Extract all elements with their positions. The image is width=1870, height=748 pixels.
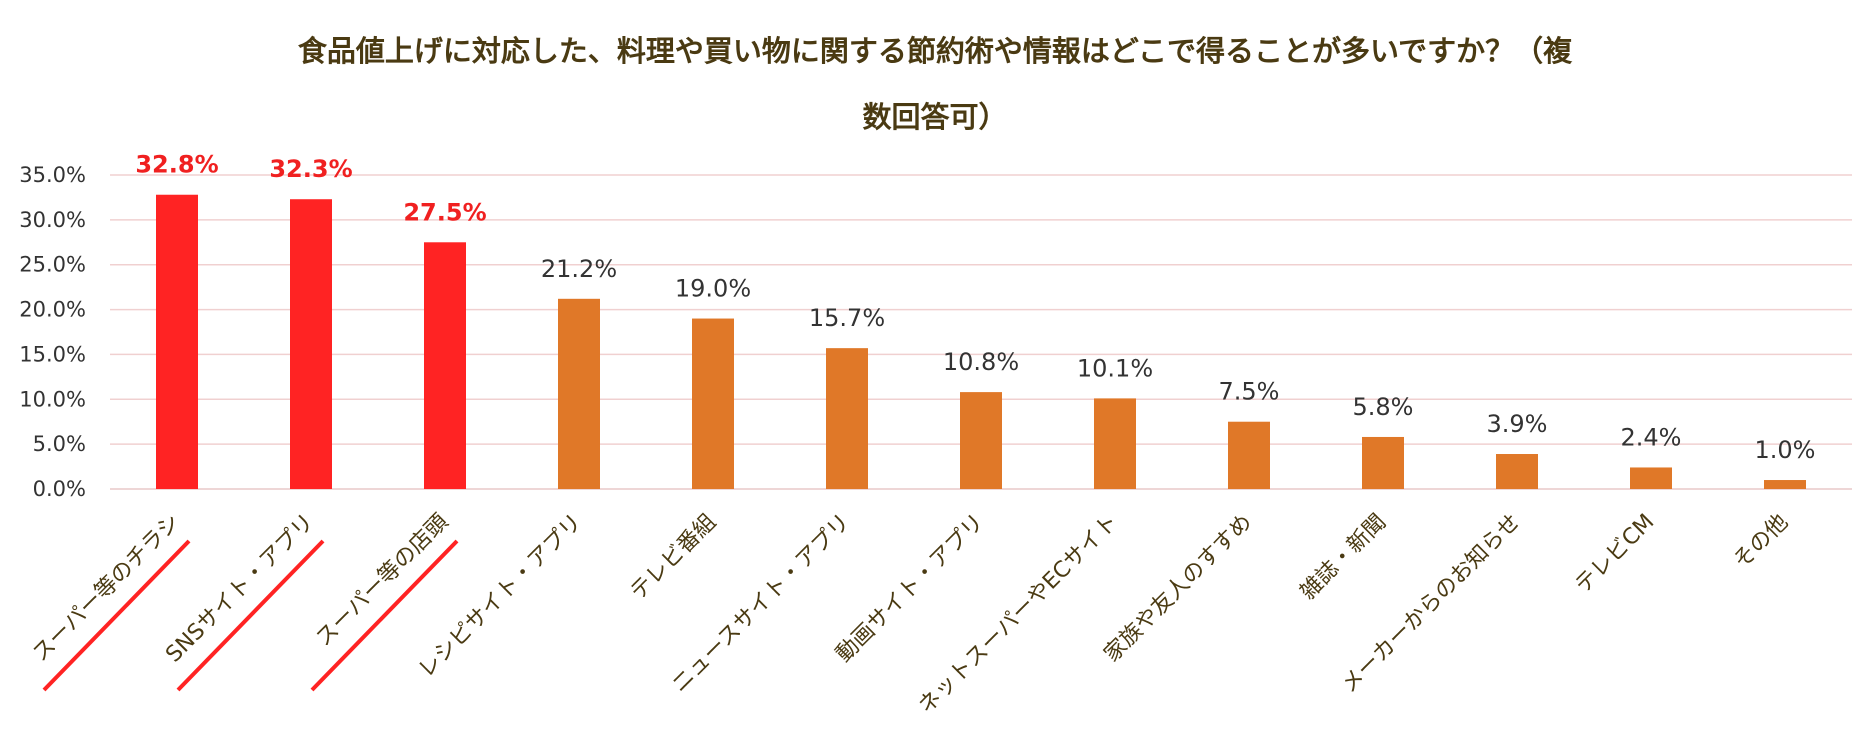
bar	[1362, 436, 1404, 489]
y-tick-label: 5.0%	[33, 432, 86, 456]
y-tick-label: 0.0%	[33, 477, 86, 501]
data-label: 32.3%	[269, 155, 352, 183]
highlight-underline	[176, 539, 325, 692]
data-label: 2.4%	[1621, 423, 1682, 451]
x-category-label: 家族や友人のすすめ	[1100, 510, 1258, 668]
data-label: 5.8%	[1353, 393, 1414, 421]
data-label: 10.8%	[943, 348, 1019, 376]
x-category-label: 雑誌・新聞	[1296, 510, 1391, 605]
y-tick-label: 25.0%	[19, 253, 86, 277]
bar	[826, 348, 868, 489]
x-category-label: テレビCM	[1571, 510, 1660, 599]
bar	[156, 194, 198, 490]
bar	[1094, 398, 1136, 489]
x-category-label: テレビ番組	[626, 510, 721, 605]
bar	[692, 318, 734, 489]
bar	[290, 199, 332, 490]
highlight-underline	[310, 539, 459, 692]
bar	[424, 242, 466, 489]
data-label: 19.0%	[675, 275, 751, 303]
x-category-label: その他	[1729, 510, 1793, 574]
bar	[1228, 421, 1270, 489]
x-category-label: スーパー等の店頭	[311, 510, 453, 652]
data-label: 1.0%	[1755, 436, 1816, 464]
bar	[1496, 454, 1538, 489]
highlight-underline	[42, 539, 191, 692]
data-label: 21.2%	[541, 255, 617, 283]
data-label: 3.9%	[1487, 410, 1548, 438]
chart-title-line-1: 食品値上げに対応した、料理や買い物に関する節約術や情報はどこで得ることが多いです…	[297, 34, 1573, 68]
y-tick-label: 35.0%	[19, 163, 86, 187]
data-label: 32.8%	[135, 151, 218, 179]
chart-title-line-2: 数回答可）	[862, 100, 1008, 134]
y-tick-label: 10.0%	[19, 387, 86, 411]
bar	[1764, 480, 1806, 489]
x-category-label: 動画サイト・アプリ	[832, 510, 990, 668]
data-label: 10.1%	[1077, 354, 1153, 382]
data-label: 15.7%	[809, 304, 885, 332]
bar	[1630, 467, 1672, 489]
data-label: 7.5%	[1219, 378, 1280, 406]
bar	[960, 392, 1002, 489]
bar	[558, 298, 600, 489]
y-tick-label: 30.0%	[19, 208, 86, 232]
y-tick-label: 20.0%	[19, 298, 86, 322]
y-tick-label: 15.0%	[19, 342, 86, 366]
x-category-label: スーパー等のチラシ	[28, 510, 185, 667]
x-category-label: SNSサイト・アプリ	[161, 510, 319, 668]
data-label: 27.5%	[403, 198, 486, 226]
